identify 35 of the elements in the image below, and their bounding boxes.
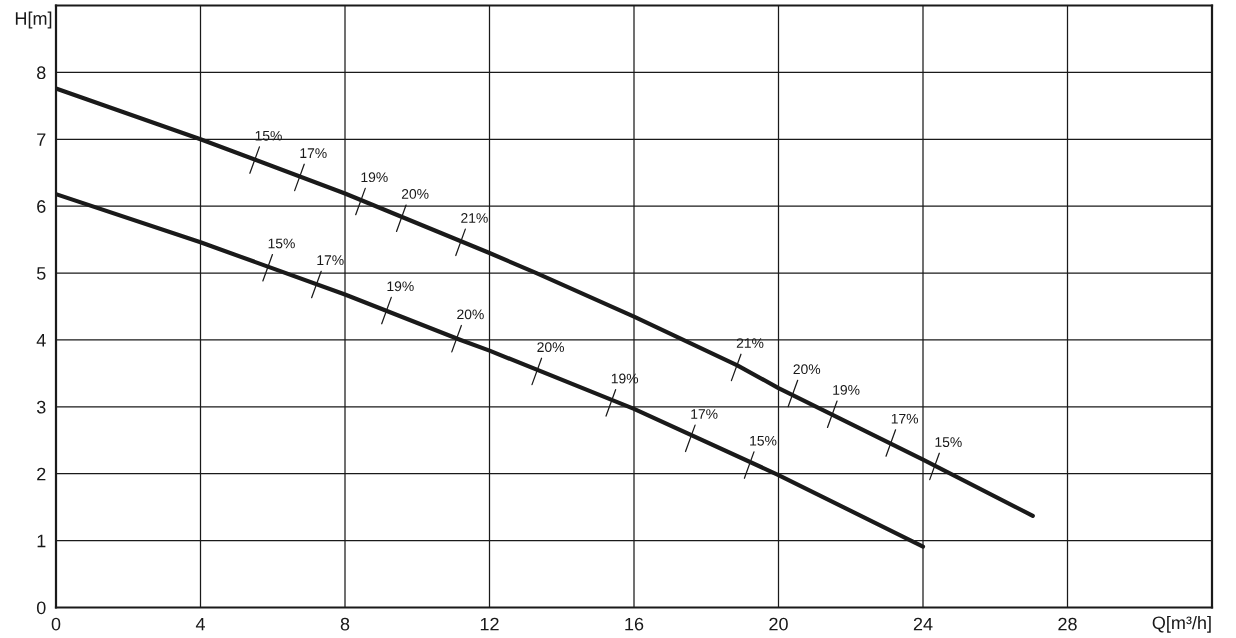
annotation: 17% xyxy=(317,255,344,266)
x-axis-title: Q[m³/h] xyxy=(1152,615,1211,633)
annotation: 20% xyxy=(793,364,821,375)
annotation: 19% xyxy=(833,385,860,395)
annotation: 20% xyxy=(457,309,484,320)
y-tick-label: 6 xyxy=(37,200,46,213)
y-axis-title: H[m] xyxy=(15,11,52,29)
y-tick-label: 0 xyxy=(36,601,46,615)
annotation: 15% xyxy=(935,437,962,447)
annotation: 17% xyxy=(300,148,327,158)
x-tick-label: 28 xyxy=(1058,617,1077,631)
x-tick-label: 20 xyxy=(769,617,788,631)
x-tick-label: 12 xyxy=(480,617,499,631)
y-tick-label: 7 xyxy=(37,133,46,146)
annotation: 15% xyxy=(268,238,295,249)
x-tick-label: 4 xyxy=(195,617,205,631)
x-tick-label: 16 xyxy=(625,617,644,631)
y-tick-label: 2 xyxy=(37,467,46,481)
annotation: 20% xyxy=(537,342,565,353)
x-tick-label: 24 xyxy=(913,617,933,631)
y-tick-label: 1 xyxy=(37,534,46,548)
y-tick-label: 3 xyxy=(36,400,46,414)
x-tick-label: 0 xyxy=(51,617,61,631)
annotation: 19% xyxy=(387,281,414,292)
annotation: 21% xyxy=(461,213,488,223)
y-tick-label: 5 xyxy=(36,267,46,280)
y-tick-label: 8 xyxy=(37,66,46,80)
annotation: 17% xyxy=(891,413,919,424)
annotation: 20% xyxy=(401,189,429,199)
x-tick-label: 8 xyxy=(340,617,350,631)
annotation: 17% xyxy=(691,409,718,419)
annotation: 15% xyxy=(750,435,777,446)
annotation: 19% xyxy=(361,172,388,183)
y-tick-label: 4 xyxy=(36,334,46,347)
annotation: 21% xyxy=(736,338,764,348)
